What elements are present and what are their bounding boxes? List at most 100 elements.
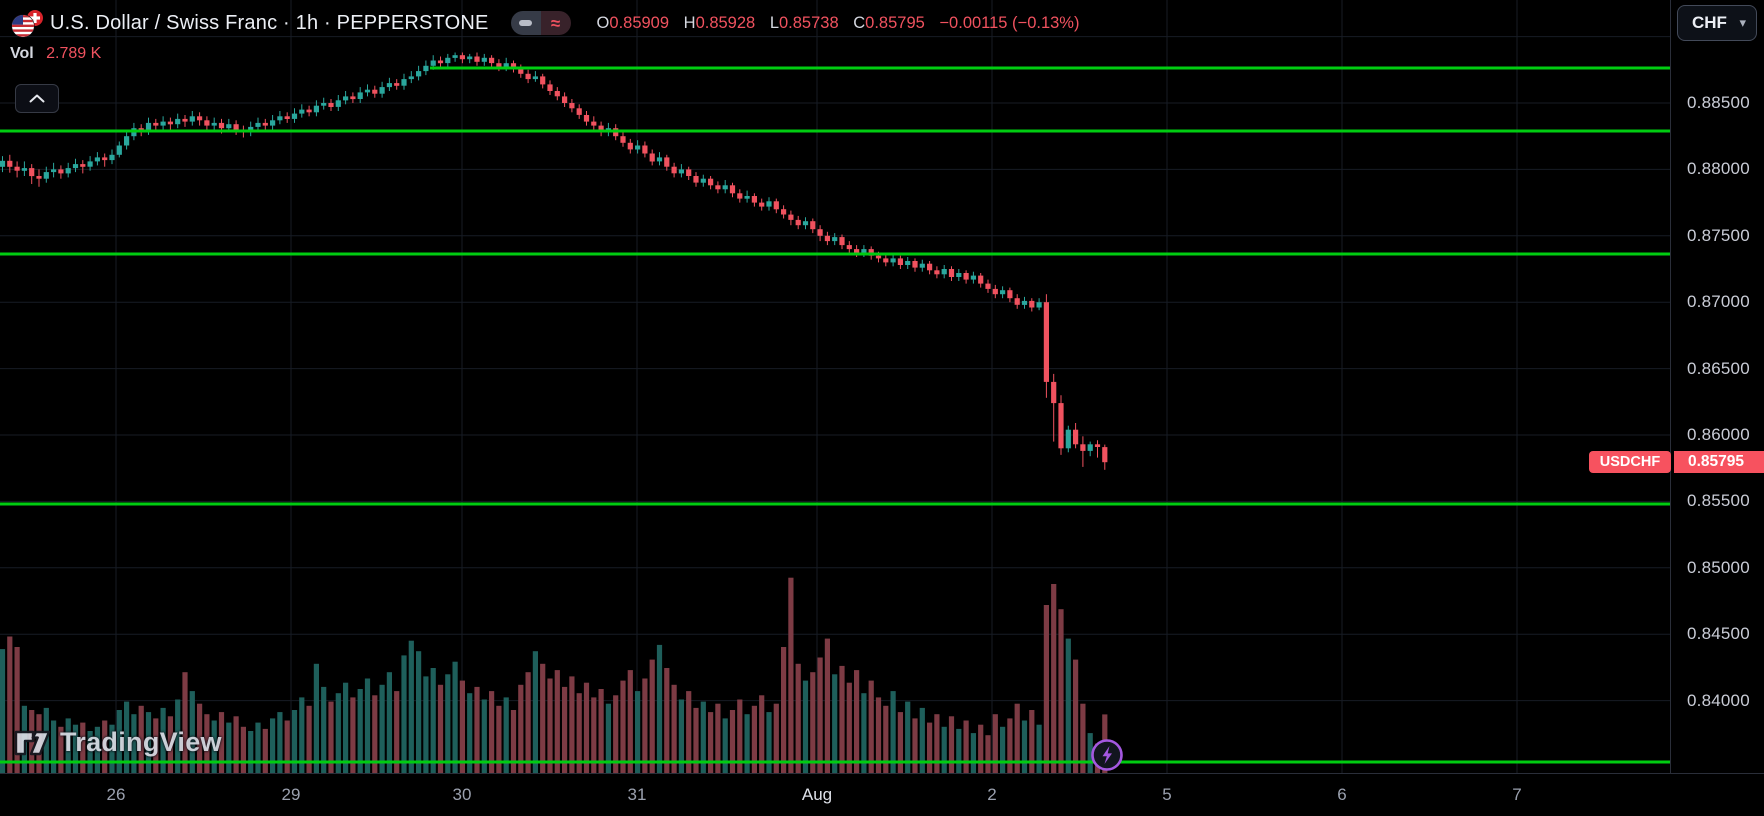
price-axis-label: 0.87500: [1687, 226, 1750, 245]
volume-bar: [656, 644, 663, 773]
candle-body: [1080, 444, 1086, 451]
time-axis-label: 26: [106, 785, 126, 804]
candle-body: [109, 154, 115, 161]
candle-body: [1051, 381, 1057, 404]
candle-body: [277, 116, 283, 121]
candle-body: [875, 255, 882, 259]
candle-body: [722, 185, 728, 190]
volume-bar: [1043, 605, 1049, 773]
candle-body: [496, 63, 502, 68]
volume-bar: [540, 663, 546, 773]
volume-bar: [36, 714, 42, 773]
volume-bar: [810, 672, 816, 773]
candle-body: [437, 60, 444, 64]
price-axis-label: 0.84500: [1687, 624, 1750, 643]
time-axis[interactable]: 26 29 30 31 Aug 2 5 6 7: [0, 773, 1764, 816]
volume-bar: [167, 716, 173, 773]
candle-body: [72, 164, 79, 169]
volume-bar: [1087, 733, 1093, 773]
candle-body: [970, 275, 976, 280]
volume-bar: [1021, 720, 1028, 773]
candle-body: [635, 145, 641, 150]
candle-body: [620, 136, 626, 143]
volume-bar: [116, 710, 122, 773]
candle-body: [175, 118, 181, 125]
volume-bar: [452, 661, 458, 773]
volume-bar: [379, 684, 385, 773]
volume-bar: [744, 714, 750, 773]
high-label: H: [683, 13, 696, 32]
candle-body: [788, 214, 794, 220]
volume-bar: [189, 691, 195, 773]
volume-bar: [941, 726, 947, 773]
candle-body: [255, 122, 261, 127]
price-axis-label: 0.86500: [1687, 359, 1750, 378]
volume-bar: [277, 712, 283, 773]
event-marker[interactable]: [1089, 737, 1125, 778]
candle-body: [700, 178, 706, 183]
volume-bar: [686, 691, 692, 773]
chart-canvas[interactable]: [0, 0, 1671, 773]
approx-wave-icon[interactable]: ≈: [540, 11, 571, 35]
candle-body: [1007, 290, 1013, 299]
candle-body: [927, 263, 933, 271]
volume-bar: [313, 663, 319, 773]
price-axis-label: 0.87000: [1687, 292, 1750, 311]
volume-value: 2.789 K: [46, 45, 102, 62]
candle-body: [43, 172, 49, 179]
candle-body: [518, 68, 524, 74]
candle-body: [58, 169, 64, 174]
volume-bar: [386, 672, 392, 773]
volume-bar: [664, 668, 670, 773]
volume-bar: [708, 712, 714, 773]
minus-toggle-icon[interactable]: [510, 11, 541, 35]
change-value: −0.00115 (−0.13%): [939, 13, 1080, 32]
candle-body: [350, 96, 356, 100]
chevron-up-icon: [29, 94, 45, 103]
volume-bar: [233, 716, 239, 773]
candle-body: [335, 100, 341, 107]
candle-body: [182, 118, 188, 122]
candle-body: [423, 65, 429, 72]
volume-bar: [1029, 710, 1035, 773]
candle-body: [671, 166, 677, 174]
time-axis-label: 6: [1337, 785, 1347, 804]
volume-bar: [321, 686, 327, 773]
volume-bar: [927, 722, 933, 773]
candle-body: [773, 201, 779, 210]
volume-bar: [437, 684, 444, 773]
candle-body: [408, 76, 414, 80]
volume-bar: [1036, 724, 1042, 773]
price-mode-toggle[interactable]: ≈: [510, 11, 571, 35]
close-value: 0.85795: [865, 13, 925, 32]
volume-bar: [29, 710, 35, 773]
volume-bar: [401, 655, 407, 773]
high-value: 0.85928: [695, 13, 756, 32]
volume-bar: [270, 718, 276, 773]
candle-body: [1000, 290, 1006, 295]
volume-bar: [299, 697, 305, 773]
candle-body: [328, 103, 334, 107]
collapse-legend-button[interactable]: [15, 84, 59, 113]
candle-body: [868, 249, 874, 256]
volume-bar: [80, 722, 86, 773]
currency-dropdown[interactable]: CHF ▾: [1677, 5, 1757, 41]
price-axis[interactable]: 0.88500 0.88000 0.87500 0.87000 0.86500 0.860…: [1670, 0, 1764, 773]
volume-bar: [635, 691, 641, 773]
candle-body: [897, 258, 903, 265]
candle-body: [583, 115, 590, 122]
volume-bar: [532, 651, 538, 773]
candle-body: [145, 122, 152, 131]
volume-bar: [160, 707, 166, 773]
volume-bar: [510, 710, 517, 773]
symbol-price-tag: USDCHF: [1589, 451, 1671, 473]
price-axis-label: 0.86000: [1687, 425, 1750, 444]
volume-bar: [992, 714, 998, 773]
volume-bar: [576, 693, 582, 773]
candle-body: [233, 124, 239, 130]
candle-body: [693, 176, 699, 183]
candle-body: [372, 89, 378, 94]
symbol-title[interactable]: U.S. Dollar / Swiss Franc · 1h · PEPPERS…: [50, 11, 489, 34]
volume-bar: [715, 703, 721, 773]
